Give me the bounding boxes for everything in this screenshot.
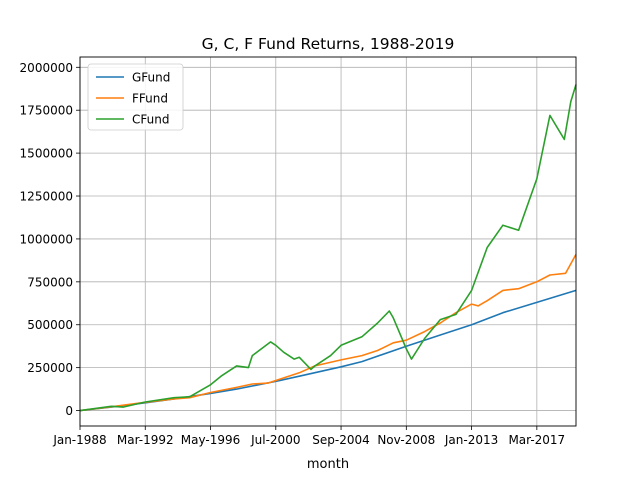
y-tick-label: 1250000: [20, 190, 73, 204]
legend-label-cfund: CFund: [132, 113, 169, 127]
series-line-cfund: [79, 84, 577, 412]
y-tick-label: 750000: [27, 275, 73, 289]
x-axis-label: month: [307, 457, 349, 472]
y-tick-label: 500000: [27, 318, 73, 332]
chart-title: G, C, F Fund Returns, 1988-2019: [202, 35, 455, 53]
y-tick-label: 1500000: [20, 147, 73, 161]
x-tick-label: Mar-1992: [117, 433, 174, 447]
series-line-ffund: [79, 254, 577, 412]
axes-frame: [79, 56, 577, 427]
x-tick-label: Jul-2000: [250, 433, 300, 447]
y-tick-label: 250000: [27, 361, 73, 375]
y-tick-label: 2000000: [20, 61, 73, 75]
plot-area: Jan-1988 Mar-1992 May-1996 Jul-2000 Sep-2004…: [20, 56, 577, 447]
x-tick-label: Jan-2013: [444, 433, 498, 447]
x-tick-label: Jan-1988: [52, 433, 106, 447]
y-tick-label: 0: [65, 404, 73, 418]
x-tick-label: May-1996: [181, 433, 240, 447]
legend-box: [87, 63, 184, 131]
x-tick-label: Mar-2017: [508, 433, 565, 447]
legend-label-ffund: FFund: [132, 92, 168, 106]
y-tick-label: 1000000: [20, 232, 73, 246]
y-tick-label: 1750000: [20, 104, 73, 118]
x-tick-label: Sep-2004: [312, 433, 370, 447]
legend-label-gfund: GFund: [132, 71, 170, 85]
x-tick-label: Nov-2008: [377, 433, 435, 447]
